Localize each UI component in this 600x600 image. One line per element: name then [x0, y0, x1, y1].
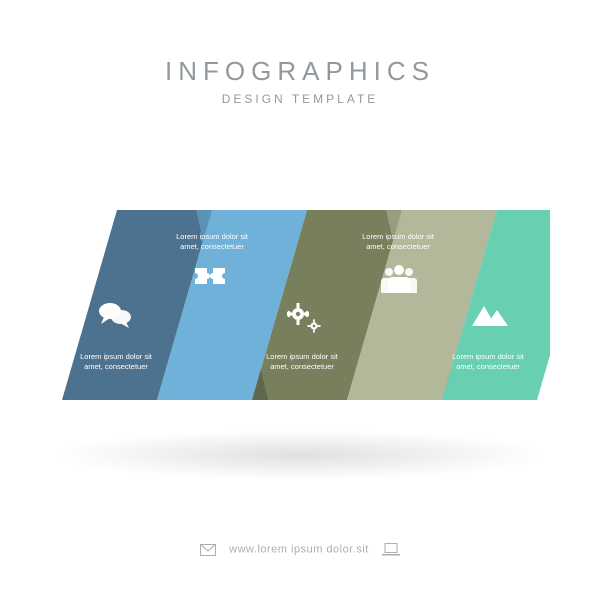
ribbon-infographic: Lorem ipsum dolor sit amet, consectetuer…	[50, 200, 550, 430]
segment-2-label: Lorem ipsum dolor sit amet, consectetuer	[170, 232, 254, 252]
page-subtitle: DESIGN TEMPLATE	[0, 92, 600, 106]
segment-4-label: Lorem ipsum dolor sit amet, consectetuer	[356, 232, 440, 252]
footer-url: www.lorem ipsum dolor.sit	[229, 543, 369, 555]
footer: www.lorem ipsum dolor.sit	[0, 543, 600, 556]
page-title: INFOGRAPHICS	[0, 56, 600, 87]
segment-5-label: Lorem ipsum dolor sit amet, consectetuer	[446, 352, 530, 372]
drop-shadow	[50, 430, 550, 480]
laptop-icon	[382, 543, 400, 556]
segment-3-label: Lorem ipsum dolor sit amet, consectetuer	[260, 352, 344, 372]
segment-1-label: Lorem ipsum dolor sit amet, consectetuer	[74, 352, 158, 372]
envelope-icon	[200, 544, 216, 556]
